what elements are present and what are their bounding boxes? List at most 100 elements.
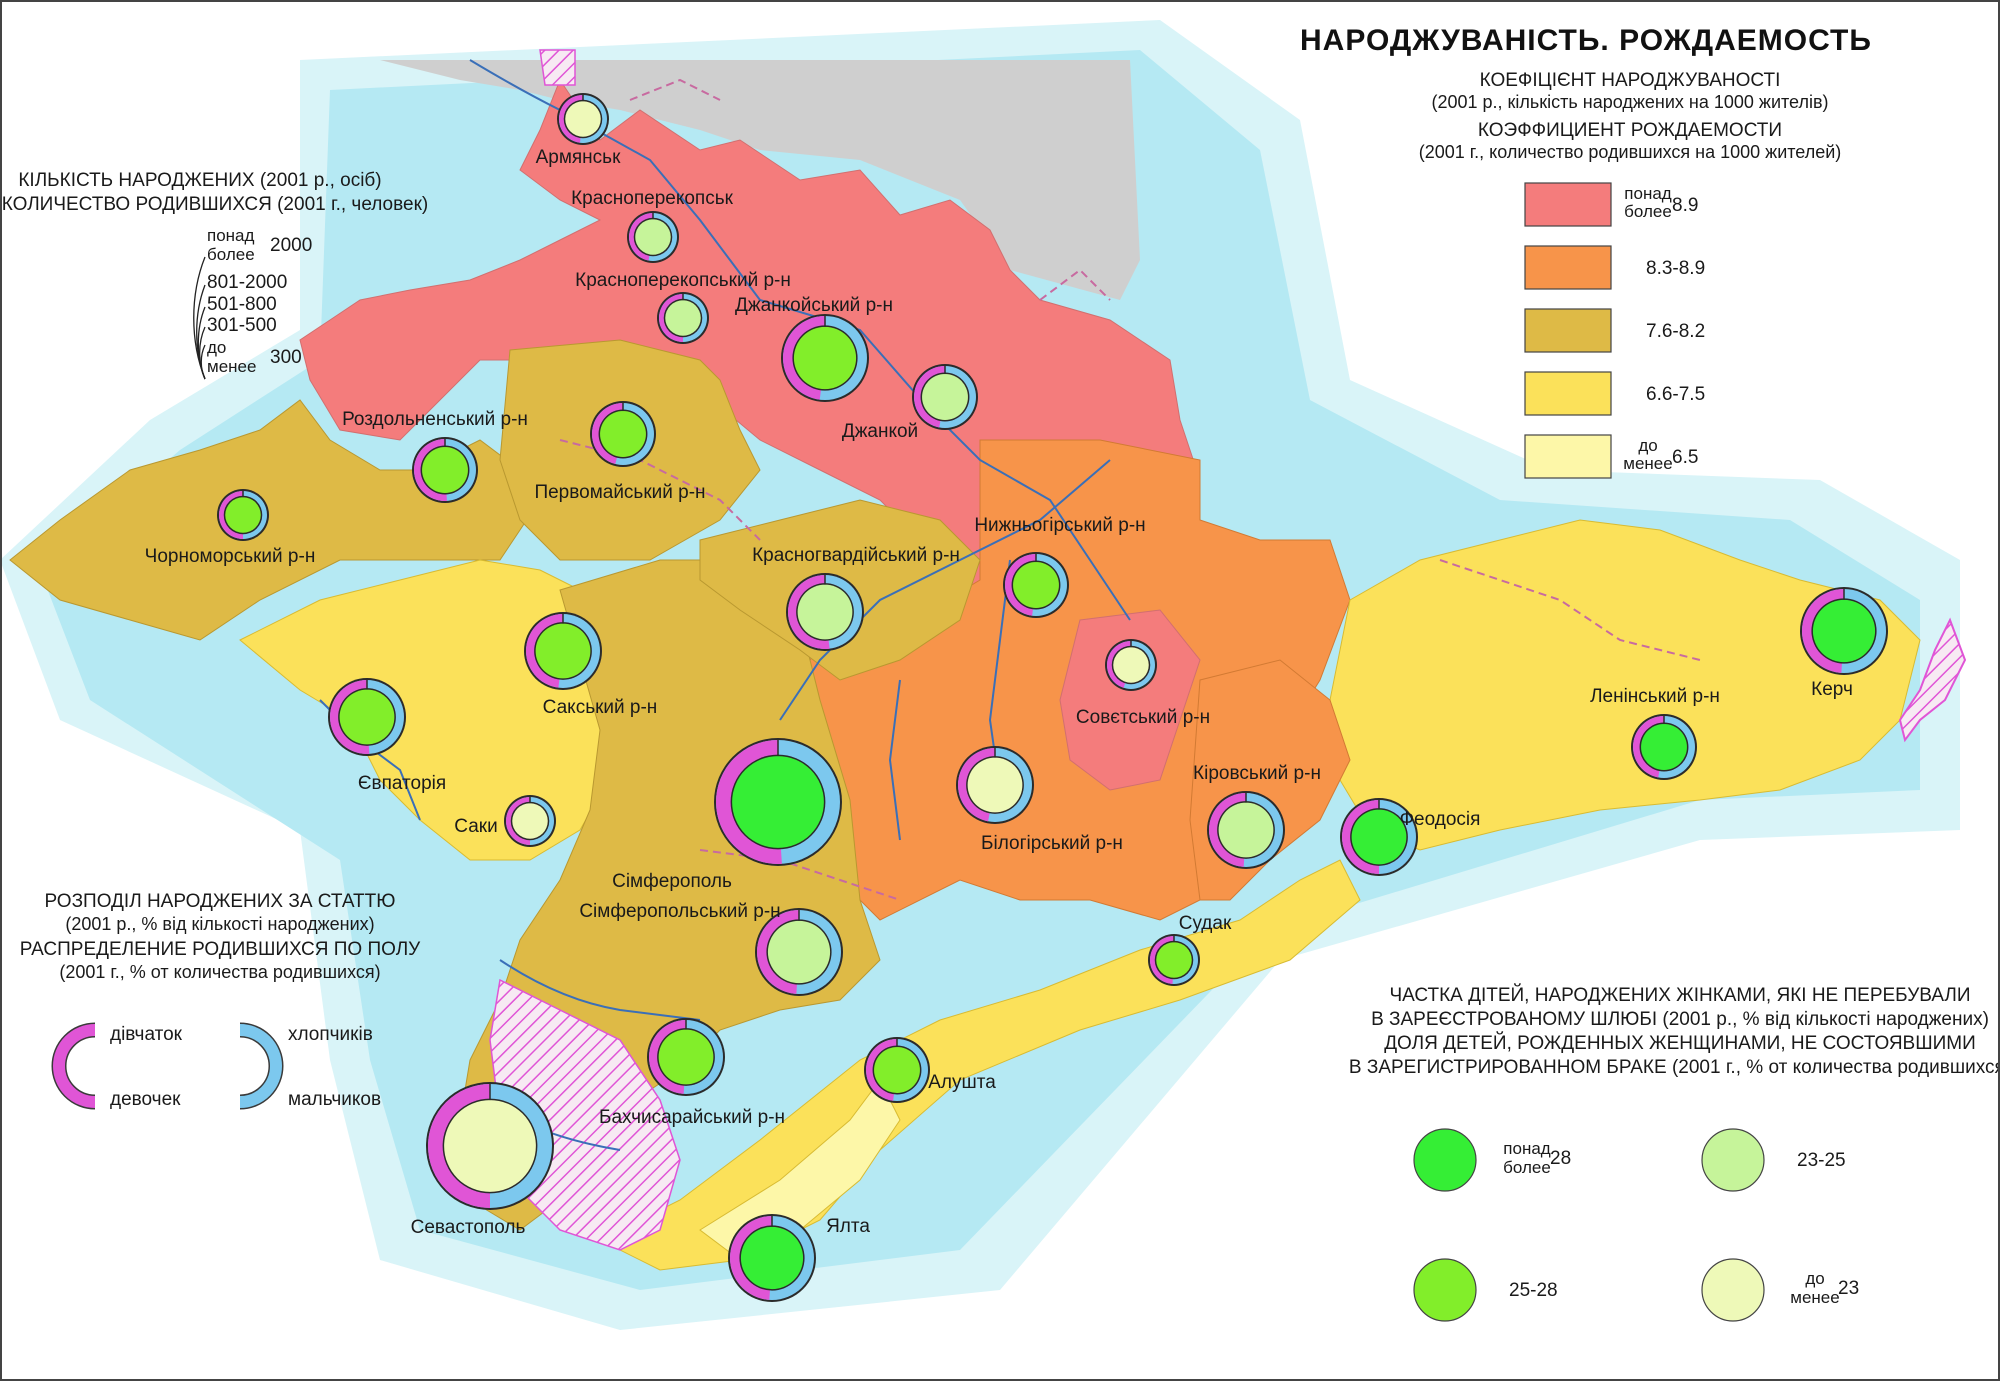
place-label: Сакський р-н bbox=[543, 697, 658, 718]
illegit-fill bbox=[922, 374, 968, 420]
illegit-fill bbox=[565, 101, 601, 137]
place-circle bbox=[912, 364, 978, 430]
rate-swatch-box bbox=[1524, 245, 1612, 290]
region-sovetsky bbox=[1059, 609, 1201, 791]
rate-legend-title-ua: КОЕФІЦІЄНТ НАРОДЖУВАНОСТІ bbox=[1480, 70, 1781, 91]
border-line bbox=[629, 78, 721, 101]
illegit-fill bbox=[635, 219, 671, 255]
illegit-fill bbox=[658, 1029, 714, 1085]
size-value: 301-500 bbox=[207, 315, 277, 336]
illegit-fill bbox=[444, 1100, 536, 1192]
place-circle bbox=[657, 292, 709, 344]
size-prefix-ru: более bbox=[207, 245, 255, 264]
illegit-fill bbox=[967, 757, 1023, 813]
rate-swatch-box bbox=[1524, 308, 1612, 353]
rate-prefix-ru: менее bbox=[1623, 454, 1672, 473]
river bbox=[779, 459, 1111, 721]
size-legend: КІЛЬКІСТЬ НАРОДЖЕНИХ (2001 р., осіб) КОЛ… bbox=[2, 170, 428, 380]
place-label: Бахчисарайський р-н bbox=[599, 1107, 785, 1128]
place-circle bbox=[557, 93, 609, 145]
illegit-fill bbox=[225, 497, 261, 533]
place-label: Джанкойський р-н bbox=[735, 295, 893, 316]
place-circle bbox=[1800, 587, 1888, 675]
place-label: Судак bbox=[1179, 913, 1232, 934]
rate-value: 8.9 bbox=[1672, 195, 1698, 216]
place-circle bbox=[1105, 639, 1157, 691]
place-circle bbox=[1003, 552, 1069, 618]
place-circle bbox=[412, 437, 478, 503]
illegit-value: 28 bbox=[1550, 1148, 1571, 1169]
size-label: 801-2000 bbox=[207, 272, 287, 293]
illegit-line-1: ЧАСТКА ДІТЕЙ, НАРОДЖЕНИХ ЖІНКАМИ, ЯКІ НЕ… bbox=[1389, 984, 1970, 1006]
place-label: Совєтський р-н bbox=[1076, 707, 1210, 728]
place-label: Євпаторія bbox=[358, 773, 446, 794]
place-circle bbox=[1631, 714, 1697, 780]
illegit-fill bbox=[1351, 809, 1407, 865]
rate-prefix-ua: до bbox=[1638, 436, 1657, 455]
place-label: Красноперекопськ bbox=[571, 188, 734, 209]
illegit-prefix-ua: до bbox=[1805, 1269, 1824, 1288]
size-arc-300 bbox=[200, 344, 206, 380]
rate-legend-title-ru: КОЭФФИЦИЕНТ РОЖДАЕМОСТИ bbox=[1478, 120, 1782, 141]
size-legend-arcs bbox=[193, 256, 206, 380]
place-label: Саки bbox=[454, 816, 497, 837]
place-label: Армянськ bbox=[536, 147, 621, 168]
illegit-fill bbox=[535, 623, 591, 679]
place-circle bbox=[755, 908, 843, 996]
place-circle bbox=[786, 573, 864, 651]
illegit-fill bbox=[1641, 724, 1687, 770]
place-label: Ленінський р-н bbox=[1590, 686, 1720, 707]
size-value: 300 bbox=[270, 347, 302, 368]
place-circle bbox=[590, 401, 656, 467]
rate-swatch: 6.6-7.5 bbox=[1524, 371, 1705, 416]
sex-legend-title-ua: РОЗПОДІЛ НАРОДЖЕНИХ ЗА СТАТТЮ bbox=[45, 891, 396, 912]
size-value: 2000 bbox=[270, 235, 312, 256]
boys-arc-symbol-fill bbox=[239, 1024, 282, 1108]
place-label: Сімферопольський р-н bbox=[579, 901, 780, 922]
illegit-line-2: В ЗАРЕЄСТРОВАНОМУ ШЛЮБІ (2001 р., % від … bbox=[1371, 1009, 1989, 1030]
illegit-swatch: 23-25 bbox=[1701, 1128, 1846, 1192]
place-circle bbox=[1148, 934, 1200, 986]
illegit-value: 25-28 bbox=[1509, 1280, 1558, 1301]
place-circle bbox=[426, 1082, 554, 1210]
illegit-value: 23 bbox=[1838, 1278, 1859, 1299]
place-labels: Армянськ Красноперекопськ Красноперекопськ… bbox=[145, 147, 1853, 1238]
place-label: Феодосія bbox=[1400, 809, 1481, 830]
size-prefix-ru: менее bbox=[207, 357, 256, 376]
illegit-fill bbox=[339, 689, 395, 745]
illegit-fill bbox=[665, 300, 701, 336]
place-circle bbox=[504, 795, 556, 847]
illegit-line-4: В ЗАРЕГИСТРИРОВАННОМ БРАКЕ (2001 г., % о… bbox=[1349, 1057, 2000, 1078]
illegit-line-3: ДОЛЯ ДЕТЕЙ, РОЖДЕННЫХ ЖЕНЩИНАМИ, НЕ СОСТ… bbox=[1384, 1032, 1976, 1054]
size-value: 801-2000 bbox=[207, 272, 287, 293]
place-label: Джанкой bbox=[842, 421, 918, 442]
rate-swatch-box bbox=[1524, 182, 1612, 227]
place-circle bbox=[781, 314, 869, 402]
illegit-fill bbox=[874, 1047, 920, 1093]
illegit-fill bbox=[1156, 942, 1192, 978]
girls-arc-symbol-fill bbox=[53, 1024, 96, 1108]
illegit-value: 23-25 bbox=[1797, 1150, 1846, 1171]
river bbox=[888, 679, 901, 841]
rate-swatch: 7.6-8.2 bbox=[1524, 308, 1705, 353]
rate-value: 6.6-7.5 bbox=[1646, 384, 1705, 405]
sex-legend-sub-ua: (2001 р., % від кількості народжених) bbox=[65, 914, 374, 934]
place-label: Первомайський р-н bbox=[534, 482, 705, 503]
illegit-fill bbox=[422, 447, 468, 493]
region-armyansk-hatch bbox=[539, 49, 576, 86]
illegit-swatch: 25-28 bbox=[1413, 1258, 1558, 1322]
place-label: Керч bbox=[1811, 679, 1853, 700]
size-label: 501-800 bbox=[207, 294, 277, 315]
rate-value: 8.3-8.9 bbox=[1646, 258, 1705, 279]
place-circle bbox=[714, 738, 842, 866]
mainland bbox=[380, 60, 1140, 300]
place-label: Севастополь bbox=[411, 1217, 526, 1238]
rate-prefix-ua: понад bbox=[1624, 184, 1672, 203]
place-label: Білогірський р-н bbox=[981, 833, 1123, 854]
